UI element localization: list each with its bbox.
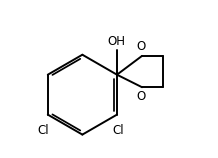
Text: O: O bbox=[137, 40, 146, 53]
Text: Cl: Cl bbox=[37, 124, 49, 137]
Text: O: O bbox=[137, 90, 146, 103]
Text: Cl: Cl bbox=[113, 124, 124, 137]
Text: OH: OH bbox=[107, 35, 125, 48]
